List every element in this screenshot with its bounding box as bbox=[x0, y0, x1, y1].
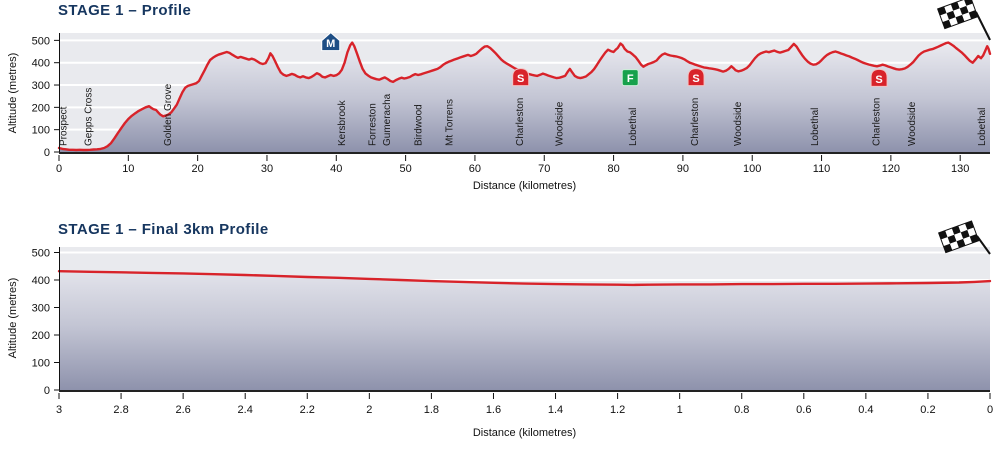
place-label: Charleston bbox=[872, 98, 883, 146]
x-tick-label: 20 bbox=[192, 163, 204, 175]
place-label: Birdwood bbox=[413, 104, 424, 146]
x-tick-label: 120 bbox=[882, 163, 900, 175]
marker-letter: S bbox=[517, 73, 524, 85]
x-tick-label: 3 bbox=[56, 404, 62, 416]
x-tick-label: 0.2 bbox=[920, 404, 935, 416]
chart2-x-axis-label: Distance (kilometres) bbox=[472, 427, 577, 439]
x-tick-label: 100 bbox=[743, 163, 761, 175]
y-tick-label: 0 bbox=[44, 385, 50, 397]
x-tick-label: 50 bbox=[399, 163, 411, 175]
finish-flag-icon bbox=[937, 220, 991, 255]
sprint-marker-icon bbox=[687, 68, 705, 87]
x-tick-label: 0 bbox=[56, 163, 62, 175]
place-label: Mt Torrens bbox=[444, 99, 455, 146]
x-tick-label: 60 bbox=[469, 163, 481, 175]
sprint-marker-icon bbox=[512, 68, 530, 87]
x-tick-label: 1.4 bbox=[548, 404, 563, 416]
place-label: Kersbrook bbox=[337, 99, 348, 146]
y-tick-label: 200 bbox=[32, 102, 50, 114]
x-tick-label: 0.6 bbox=[796, 404, 811, 416]
place-label: Woodside bbox=[733, 101, 744, 146]
place-label: Gumeracha bbox=[382, 93, 393, 146]
profile-area bbox=[59, 271, 990, 390]
y-tick-label: 500 bbox=[32, 248, 50, 260]
x-tick-label: 70 bbox=[538, 163, 550, 175]
x-tick-label: 1.2 bbox=[610, 404, 625, 416]
chart1-x-axis-label: Distance (kilometres) bbox=[472, 180, 577, 192]
y-tick-label: 100 bbox=[32, 358, 50, 370]
place-label: Forreston bbox=[368, 103, 379, 146]
x-tick-label: 90 bbox=[677, 163, 689, 175]
y-tick-label: 500 bbox=[32, 35, 50, 47]
x-tick-label: 10 bbox=[122, 163, 134, 175]
y-tick-label: 100 bbox=[32, 125, 50, 137]
marker-s: S bbox=[870, 68, 888, 87]
marker-m: M bbox=[321, 31, 341, 52]
x-tick-label: 130 bbox=[951, 163, 969, 175]
place-label: Charleston bbox=[515, 98, 526, 146]
x-tick-label: 2.2 bbox=[300, 404, 315, 416]
y-tick-label: 300 bbox=[32, 80, 50, 92]
marker-letter: S bbox=[875, 74, 882, 86]
profile-line bbox=[57, 41, 992, 152]
place-label: Woodside bbox=[907, 101, 918, 146]
marker-f: F bbox=[621, 69, 639, 87]
y-tick-label: 200 bbox=[32, 330, 50, 342]
marker-letter: S bbox=[692, 73, 699, 85]
x-tick-label: 2.8 bbox=[113, 404, 128, 416]
place-label: Woodside bbox=[555, 101, 566, 146]
marker-s: S bbox=[687, 68, 705, 87]
x-tick-label: 40 bbox=[330, 163, 342, 175]
place-label: Lobethal bbox=[628, 108, 639, 146]
marker-letter: M bbox=[326, 38, 335, 50]
x-tick-label: 0 bbox=[987, 404, 993, 416]
flag-pole bbox=[976, 235, 991, 255]
feed-marker-icon bbox=[621, 69, 639, 87]
chart2-y-axis-label: Altitude (metres) bbox=[7, 277, 19, 359]
x-tick-label: 2.4 bbox=[238, 404, 253, 416]
chart2-title: STAGE 1 – Final 3km Profile bbox=[58, 221, 269, 238]
x-tick-label: 110 bbox=[813, 163, 831, 175]
x-tick-label: 2 bbox=[366, 404, 372, 416]
place-label: Golden Grove bbox=[163, 83, 174, 146]
stage1-profile-plot: 0 100 200 300 400 500 0 10 20 30 40 50 60 70 80 90 100 11… bbox=[32, 0, 992, 175]
x-tick-label: 1.8 bbox=[424, 404, 439, 416]
place-label: Lobethal bbox=[810, 108, 821, 146]
x-tick-label: 1.6 bbox=[486, 404, 501, 416]
y-tick-label: 0 bbox=[44, 147, 50, 159]
x-tick-label: 30 bbox=[261, 163, 273, 175]
stage1-profile-chart: 0 100 200 300 400 500 0 10 20 30 40 50 60 70 80 90 100 11… bbox=[0, 0, 1000, 210]
x-tick-label: 1 bbox=[677, 404, 683, 416]
x-tick-label: 2.6 bbox=[175, 404, 190, 416]
stage1-final3km-plot: 0 100 200 300 400 500 3 2.8 2.6 2.4 2.2 2 1.8 1.6 1.4 1… bbox=[32, 220, 993, 416]
finish-flag-icon bbox=[936, 0, 991, 41]
stage1-final3km-chart: 0 100 200 300 400 500 3 2.8 2.6 2.4 2.2 2 1.8 1.6 1.4 1… bbox=[0, 210, 1000, 449]
x-tick-label: 0.8 bbox=[734, 404, 749, 416]
x-tick-label: 0.4 bbox=[858, 404, 873, 416]
place-label: Lobethal bbox=[977, 108, 988, 146]
sprint-marker-icon bbox=[870, 68, 888, 87]
kom-marker-icon bbox=[321, 31, 341, 52]
place-label: Gepps Cross bbox=[83, 88, 94, 146]
y-tick-label: 400 bbox=[32, 58, 50, 70]
marker-s: S bbox=[512, 68, 530, 87]
x-tick-label: 80 bbox=[607, 163, 619, 175]
profile-area bbox=[59, 42, 990, 152]
y-tick-label: 400 bbox=[32, 275, 50, 287]
place-label: Charleston bbox=[690, 98, 701, 146]
y-tick-label: 300 bbox=[32, 303, 50, 315]
place-label: Prospect bbox=[58, 106, 69, 146]
chart1-title: STAGE 1 – Profile bbox=[58, 2, 192, 19]
marker-letter: F bbox=[627, 73, 634, 85]
chart1-y-axis-label: Altitude (metres) bbox=[7, 52, 19, 134]
flag-pole bbox=[975, 11, 991, 41]
profile-line bbox=[57, 270, 992, 287]
